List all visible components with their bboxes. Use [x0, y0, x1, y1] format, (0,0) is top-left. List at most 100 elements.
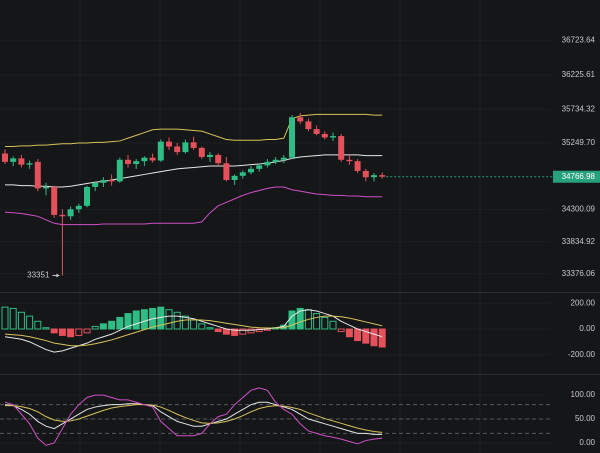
macd-bar [116, 316, 124, 330]
y-tick-label: 0.00 [579, 438, 595, 447]
macd-bar [198, 323, 206, 330]
candle-body [149, 157, 156, 161]
macd-bar [370, 328, 378, 347]
candle-body [166, 141, 172, 147]
candle-body [18, 158, 25, 165]
candle-body [231, 175, 238, 181]
candle-body [297, 117, 304, 122]
macd-bar [34, 320, 42, 330]
candle-body [354, 161, 361, 171]
candle-body [280, 157, 287, 160]
indicator-line [5, 113, 383, 148]
candle-body [133, 161, 140, 164]
macd-bar [67, 328, 75, 338]
macd-bar [354, 328, 362, 342]
macd-bar [247, 328, 255, 334]
indicator-line [4, 186, 383, 226]
macd-bar [50, 328, 58, 334]
low-label: 33351 [27, 271, 50, 280]
candle-body [10, 158, 17, 162]
y-tick-label: 34300.09 [562, 204, 596, 213]
macd-bar [378, 328, 386, 348]
macd-bar [329, 320, 337, 330]
candle-body [330, 136, 336, 138]
macd-bar [362, 328, 370, 344]
candle-body [305, 121, 312, 130]
candle-body [108, 180, 115, 182]
y-tick-label: 36723.64 [562, 35, 596, 44]
macd-bar [124, 313, 132, 330]
candle-body [321, 133, 328, 138]
candle-body [43, 186, 49, 189]
macd-bar [99, 323, 107, 330]
candle-body [190, 142, 197, 148]
candle-body [92, 182, 99, 187]
candle-body [256, 165, 263, 169]
low-arrow-head [56, 273, 60, 278]
candle-body [379, 175, 386, 177]
candle-body [59, 214, 66, 217]
macd-bar [17, 311, 25, 330]
candle-body [174, 146, 181, 153]
candle-body [207, 154, 213, 157]
candle-body [75, 205, 82, 210]
y-tick-label: -200.00 [568, 350, 596, 359]
macd-bar [132, 310, 140, 330]
candle-body [141, 157, 148, 162]
y-tick-label: 50.00 [575, 414, 596, 423]
candle-body [2, 153, 8, 162]
candle-body [371, 175, 377, 178]
candle-body [84, 186, 90, 206]
indicator-line [4, 309, 383, 353]
macd-bar [239, 328, 247, 335]
candle-body [100, 180, 107, 183]
candle-body [313, 129, 320, 134]
macd-bar [83, 328, 91, 334]
macd-bar [337, 328, 345, 333]
candle-body [34, 161, 41, 189]
candle-body [362, 170, 369, 178]
y-tick-label: 33376.06 [562, 269, 596, 278]
candle-body [215, 154, 222, 164]
macd-bar [313, 313, 321, 330]
y-tick-label: 36225.61 [562, 70, 596, 79]
candle-body [338, 136, 345, 160]
indicator-line [5, 404, 383, 433]
macd-bar [214, 328, 222, 333]
candle-body [157, 141, 164, 161]
candle-body [182, 142, 189, 153]
candle-body [198, 147, 205, 157]
macd-bar [26, 315, 34, 330]
candle-body [239, 172, 246, 176]
y-tick-label: 35249.70 [562, 138, 596, 147]
macd-bar [345, 328, 353, 338]
vertical-grid [79, 0, 481, 453]
macd-bar [75, 328, 83, 336]
last-price-label: 34766.98 [562, 172, 596, 181]
macd-bar [58, 328, 66, 336]
macd-bar [321, 316, 329, 330]
candle-body [67, 209, 74, 217]
candle-body [223, 163, 230, 181]
y-tick-label: 0.00 [579, 324, 595, 333]
macd-bar [206, 327, 214, 330]
candle-body [248, 168, 254, 173]
y-tick-label: 35734.32 [562, 104, 596, 113]
y-tick-label: 200.00 [571, 298, 596, 307]
candle-body [346, 159, 353, 162]
y-tick-label: 33834.92 [562, 237, 596, 246]
indicator-line [4, 315, 383, 347]
indicator-line [5, 154, 383, 188]
y-tick-label: 100.00 [571, 390, 596, 399]
candle-body [125, 159, 131, 164]
candle-body [26, 163, 33, 165]
candle-body [51, 186, 58, 215]
macd-bar [165, 309, 173, 330]
macd-bar [296, 307, 304, 330]
macd-bar [42, 327, 50, 330]
macd-bar [181, 315, 189, 330]
macd-bar [108, 320, 116, 330]
macd-bar [231, 328, 239, 336]
candle-body [289, 117, 295, 158]
